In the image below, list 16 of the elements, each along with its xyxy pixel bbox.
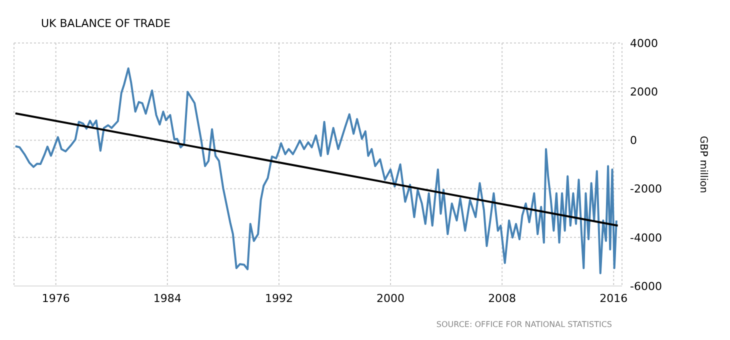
x-tick-label: 1992 xyxy=(264,292,293,305)
y2-axis-title: GBP million xyxy=(697,136,708,194)
y2-tick-label: -2000 xyxy=(630,182,662,196)
y2-tick-label: 4000 xyxy=(630,36,658,50)
y2-tick-label: -6000 xyxy=(630,280,662,293)
x-tick-label: 2016 xyxy=(600,292,628,305)
line-series xyxy=(14,67,618,274)
x-tick-label: 2000 xyxy=(376,292,405,305)
x-tick-label: 1976 xyxy=(42,292,70,305)
source-note: SOURCE: OFFICE FOR NATIONAL STATISTICS xyxy=(436,320,612,329)
x-tick-label: 2008 xyxy=(488,292,516,305)
x-tick-label: 1984 xyxy=(153,292,182,305)
chart-title: UK BALANCE OF TRADE xyxy=(41,17,170,30)
y2-tick-label: 0 xyxy=(630,134,637,148)
y2-tick-label: 2000 xyxy=(630,86,658,99)
y2-tick-label: -4000 xyxy=(630,231,662,244)
